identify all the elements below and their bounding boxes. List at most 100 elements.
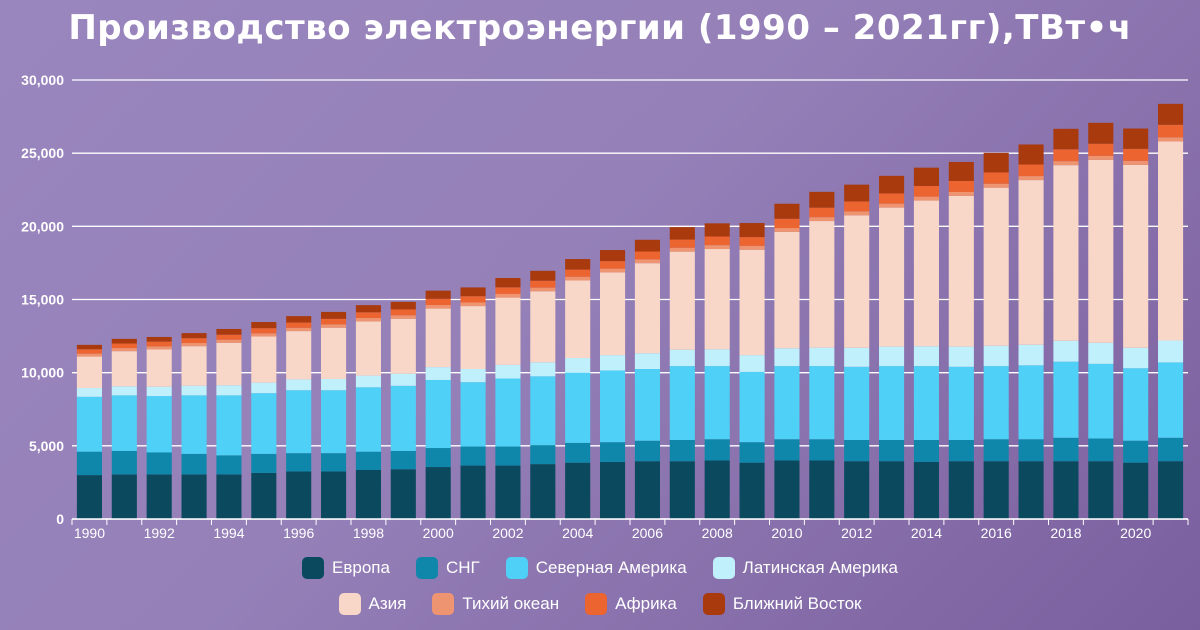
- bar-segment: [146, 396, 172, 453]
- bar-segment: [530, 445, 556, 465]
- bar-segment: [495, 465, 521, 519]
- bar-stack-2001: [460, 287, 486, 519]
- bar-segment: [634, 369, 660, 441]
- bar-stack-2011: [809, 191, 835, 519]
- bar-segment: [809, 217, 835, 222]
- bar-segment: [844, 211, 870, 216]
- y-tick-label: 0: [56, 511, 64, 527]
- bar-segment: [111, 386, 137, 396]
- bar-stack-2006: [634, 239, 660, 519]
- bar-segment: [948, 366, 974, 440]
- bar-segment: [600, 442, 626, 462]
- bar-segment: [948, 180, 974, 192]
- bar-segment: [565, 259, 591, 270]
- bar-segment: [390, 301, 416, 310]
- bar-segment: [390, 385, 416, 451]
- bar-segment: [634, 353, 660, 370]
- bar-segment: [1053, 361, 1079, 438]
- bar-segment: [600, 272, 626, 356]
- bar-segment: [809, 207, 835, 218]
- x-tick-label: 2008: [702, 525, 733, 541]
- bar-segment: [983, 183, 1009, 188]
- x-tick-label: 2002: [492, 525, 523, 541]
- bar-segment: [739, 237, 765, 246]
- bar-segment: [948, 439, 974, 462]
- x-tick-label: 1992: [144, 525, 175, 541]
- bar-segment: [76, 344, 102, 350]
- bar-segment: [251, 393, 277, 454]
- bar-stack-2002: [495, 277, 521, 519]
- bar-stack-1993: [181, 333, 207, 519]
- bar-segment: [669, 251, 695, 350]
- bar-segment: [600, 461, 626, 519]
- bar-segment: [844, 439, 870, 462]
- bar-segment: [774, 348, 800, 367]
- bar-stack-1992: [146, 336, 172, 519]
- bar-segment: [1018, 439, 1044, 462]
- y-tick-label: 15,000: [21, 292, 64, 308]
- legend-label: Африка: [615, 594, 677, 613]
- bar-segment: [600, 355, 626, 371]
- bar-segment: [600, 261, 626, 269]
- bar-segment: [321, 318, 347, 325]
- bar-segment: [1053, 340, 1079, 362]
- bar-segment: [460, 287, 486, 297]
- bar-segment: [913, 167, 939, 186]
- bar-segment: [565, 442, 591, 463]
- bar-stack-2014: [913, 167, 939, 519]
- bar-segment: [530, 287, 556, 292]
- bar-segment: [251, 453, 277, 473]
- x-tick-label: 1994: [213, 525, 244, 541]
- x-tick-label: 1990: [74, 525, 105, 541]
- x-tick-label: 2004: [562, 525, 593, 541]
- bar-segment: [774, 228, 800, 232]
- bar-segment: [251, 382, 277, 394]
- bar-segment: [251, 322, 277, 329]
- y-tick-label: 20,000: [21, 218, 64, 234]
- bar-segment: [844, 201, 870, 212]
- bar-segment: [879, 175, 905, 194]
- bar-segment: [251, 333, 277, 337]
- bar-segment: [355, 375, 381, 388]
- legend-swatch: [302, 557, 324, 579]
- bar-stack-2021: [1158, 103, 1184, 519]
- bar-segment: [565, 276, 591, 281]
- bar-segment: [146, 452, 172, 475]
- legend-swatch: [702, 593, 725, 615]
- bar-segment: [181, 343, 207, 347]
- x-tick-label: 2018: [1050, 525, 1081, 541]
- bar-segment: [1088, 143, 1114, 156]
- x-tick-label: 2012: [841, 525, 872, 541]
- y-axis-ticks: 0 5,000 10,000 15,000 20,000 25,000 30,000: [21, 72, 64, 527]
- bar-segment: [425, 308, 451, 368]
- bar-segment: [111, 395, 137, 451]
- bar-segment: [530, 362, 556, 377]
- bar-segment: [774, 460, 800, 519]
- bar-segment: [634, 251, 660, 260]
- bar-segment: [948, 346, 974, 367]
- bar-segment: [1088, 159, 1114, 343]
- bar-segment: [76, 388, 102, 397]
- bar-segment: [181, 333, 207, 339]
- bar-segment: [216, 339, 242, 343]
- bar-segment: [425, 304, 451, 309]
- legend-swatch: [505, 557, 528, 579]
- legend-swatch: [338, 593, 361, 615]
- bar-segment: [913, 200, 939, 347]
- bar-segment: [76, 356, 102, 389]
- bar-segment: [948, 461, 974, 519]
- bar-segment: [1158, 137, 1184, 142]
- bar-stack-1997: [321, 311, 347, 519]
- bar-segment: [425, 298, 451, 305]
- bar-segment: [600, 370, 626, 443]
- legend-item: СНГ: [415, 557, 480, 579]
- bar-segment: [879, 346, 905, 367]
- bar-segment: [809, 366, 835, 440]
- x-tick-label: 2016: [981, 525, 1012, 541]
- bar-segment: [286, 316, 312, 323]
- bar-segment: [1088, 122, 1114, 144]
- bar-segment: [1053, 161, 1079, 166]
- bar-segment: [669, 239, 695, 248]
- bar-segment: [1053, 461, 1079, 519]
